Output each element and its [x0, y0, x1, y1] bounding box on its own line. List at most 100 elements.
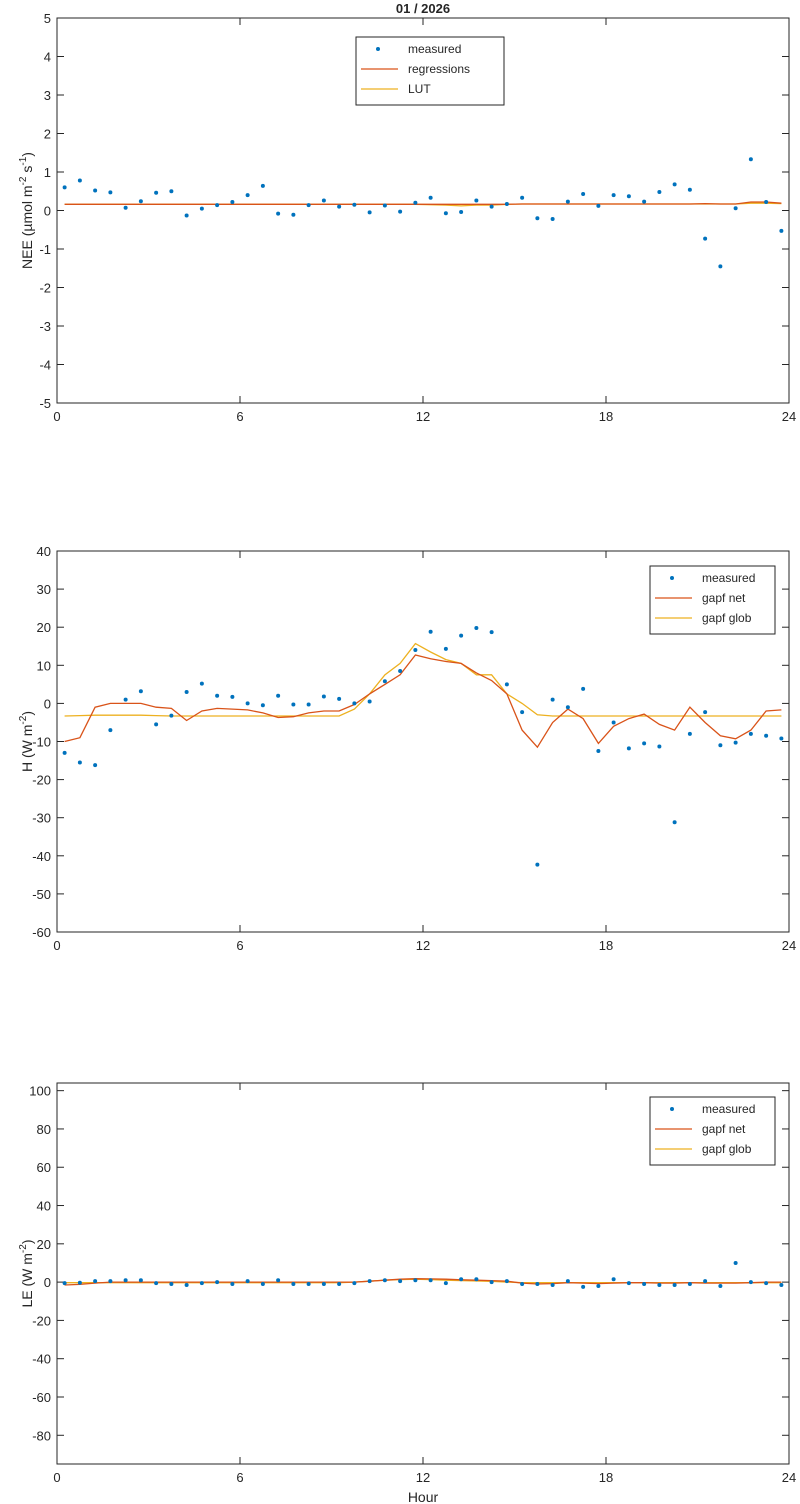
data-point-measured	[169, 1282, 174, 1287]
y-tick-label: 40	[37, 1199, 51, 1214]
y-tick-label: -5	[39, 396, 51, 411]
x-tick-label: 18	[599, 409, 613, 424]
y-tick-label: 1	[44, 165, 51, 180]
legend-marker-measured	[670, 576, 674, 580]
data-point-measured	[93, 763, 98, 768]
data-point-measured	[489, 630, 494, 635]
x-axis-label: Hour	[408, 1489, 439, 1504]
data-point-measured	[321, 694, 326, 699]
x-tick-label: 18	[599, 1470, 613, 1485]
data-point-measured	[611, 193, 616, 198]
data-point-measured	[489, 204, 494, 209]
data-point-measured	[611, 1277, 616, 1282]
data-point-measured	[703, 710, 708, 715]
data-point-measured	[321, 1282, 326, 1287]
legend-label: measured	[702, 571, 755, 585]
data-point-measured	[62, 750, 67, 755]
data-point-measured	[459, 633, 464, 638]
data-point-measured	[276, 211, 281, 216]
data-point-measured	[703, 1279, 708, 1284]
legend-marker-measured	[670, 1107, 674, 1111]
data-point-measured	[550, 697, 555, 702]
data-point-measured	[748, 157, 753, 162]
data-point-measured	[504, 201, 509, 206]
x-tick-label: 0	[53, 409, 60, 424]
data-point-measured	[184, 689, 189, 694]
x-tick-label: 0	[53, 1470, 60, 1485]
y-tick-label: -1	[39, 242, 51, 257]
legend-label: gapf net	[702, 591, 746, 605]
data-point-measured	[764, 200, 769, 205]
data-point-measured	[520, 710, 525, 715]
data-point-measured	[138, 689, 143, 694]
data-point-measured	[672, 182, 677, 187]
data-point-measured	[581, 191, 586, 196]
data-point-measured	[474, 1277, 479, 1282]
data-point-measured	[138, 199, 143, 204]
data-point-measured	[291, 702, 296, 707]
x-tick-label: 12	[416, 409, 430, 424]
legend: measured gapf net gapf glob	[649, 1096, 776, 1166]
data-point-measured	[626, 746, 631, 751]
y-tick-label: 10	[37, 658, 51, 673]
data-point-measured	[596, 1283, 601, 1288]
data-point-measured	[230, 694, 235, 699]
data-point-measured	[672, 1282, 677, 1287]
data-point-measured	[565, 1279, 570, 1284]
data-point-measured	[779, 228, 784, 233]
y-tick-label: 3	[44, 88, 51, 103]
data-point-measured	[123, 697, 128, 702]
y-axis-label: NEE (µmol m-2 s-1)	[18, 152, 35, 269]
data-point-measured	[764, 1281, 769, 1286]
data-point-measured	[718, 1283, 723, 1288]
data-point-measured	[184, 1282, 189, 1287]
y-tick-label: -30	[32, 811, 51, 826]
y-axis-label-main: NEE (µmol m	[19, 185, 35, 269]
data-point-measured	[581, 686, 586, 691]
y-tick-label: 20	[37, 620, 51, 635]
data-point-measured	[413, 200, 418, 205]
data-point-measured	[520, 1282, 525, 1287]
data-point-measured	[626, 194, 631, 199]
y-axis-label: H (W m-2)	[18, 711, 35, 772]
data-point-measured	[169, 189, 174, 194]
y-tick-label: -40	[32, 1352, 51, 1367]
data-point-measured	[398, 209, 403, 214]
y-tick-label: -10	[32, 735, 51, 750]
y-tick-label: -4	[39, 358, 51, 373]
data-point-measured	[138, 1278, 143, 1283]
y-axis-label-end: )	[19, 711, 35, 716]
data-point-measured	[184, 213, 189, 218]
data-point-measured	[154, 190, 159, 195]
data-point-measured	[489, 1280, 494, 1285]
series-line-gapf-net	[64, 1278, 782, 1286]
data-point-measured	[62, 1281, 67, 1286]
data-point-measured	[215, 203, 220, 208]
data-point-measured	[443, 1281, 448, 1286]
data-point-measured	[93, 188, 98, 193]
data-point-measured	[77, 760, 82, 765]
data-point-measured	[626, 1281, 631, 1286]
data-point-measured	[352, 701, 357, 706]
data-point-measured	[657, 190, 662, 195]
data-point-measured	[291, 212, 296, 217]
x-tick-label: 6	[236, 938, 243, 953]
data-point-measured	[337, 696, 342, 701]
legend-label: LUT	[408, 82, 431, 96]
y-tick-label: 80	[37, 1122, 51, 1137]
data-point-measured	[367, 210, 372, 215]
y-axis-label-sup1: -2	[18, 715, 29, 724]
data-point-measured	[199, 681, 204, 686]
y-axis-label-sup2: -1	[18, 156, 29, 165]
data-point-measured	[535, 862, 540, 867]
data-point-measured	[642, 741, 647, 746]
data-point-measured	[428, 1278, 433, 1283]
data-point-measured	[398, 1279, 403, 1284]
x-tick-label: 18	[599, 938, 613, 953]
data-point-measured	[62, 185, 67, 190]
x-tick-label: 12	[416, 938, 430, 953]
data-point-measured	[474, 198, 479, 203]
data-point-measured	[459, 1277, 464, 1282]
legend-marker-measured	[376, 47, 380, 51]
